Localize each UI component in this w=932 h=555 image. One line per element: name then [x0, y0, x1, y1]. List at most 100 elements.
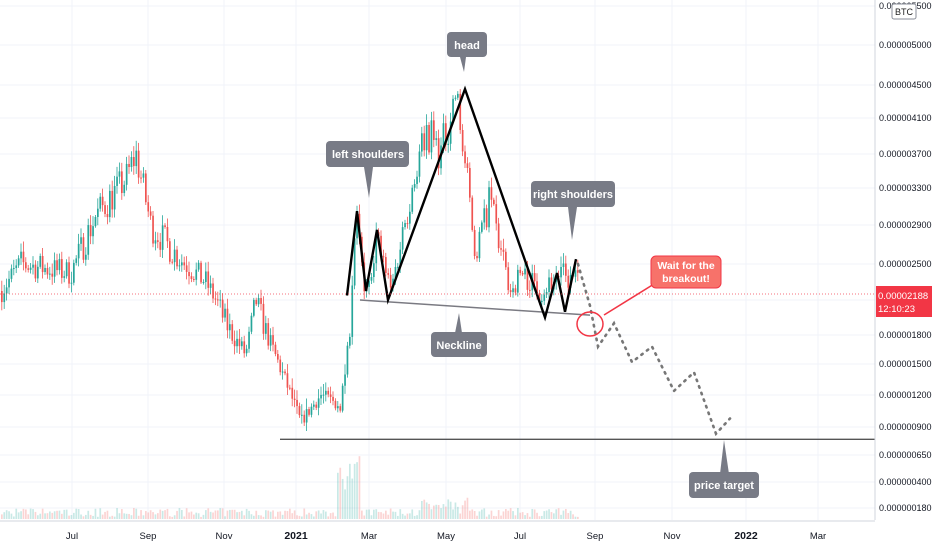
y-tick-label: 0.000001200	[879, 390, 932, 400]
volume-bar	[521, 512, 524, 519]
volume-bar	[370, 515, 373, 519]
volume-bar	[113, 516, 116, 519]
volume-bar	[538, 516, 541, 519]
volume-bar	[166, 508, 169, 519]
volume-bar	[334, 516, 337, 519]
candle-body	[25, 262, 27, 269]
volume-bar	[193, 514, 195, 519]
candle-body	[22, 251, 25, 263]
volume-bar	[272, 510, 274, 519]
volume-bar	[329, 513, 332, 519]
candle-body	[399, 249, 402, 267]
volume-bar	[29, 508, 32, 519]
volume-bar	[82, 516, 85, 519]
candle-body	[140, 177, 142, 179]
volume-bar	[130, 515, 133, 519]
volume-bar	[533, 509, 536, 519]
volume-bar	[248, 510, 250, 519]
volume-bar	[118, 513, 121, 519]
volume-bar	[430, 509, 433, 519]
candle-body	[173, 249, 176, 263]
candle-body	[543, 294, 546, 301]
volume-bar	[387, 514, 390, 519]
time-axis[interactable]: Jul Sep Nov 2021 Mar May Jul Sep Nov 2022 Mar	[0, 520, 932, 550]
candle-body	[176, 249, 178, 267]
candle-body	[298, 406, 301, 416]
candle-body	[27, 268, 30, 270]
volume-bar	[65, 509, 68, 519]
candle-body	[315, 404, 318, 408]
candle-body	[125, 163, 128, 185]
volume-bar	[125, 513, 128, 519]
currency-badge[interactable]: BTC	[891, 3, 917, 20]
candle-body	[260, 298, 262, 304]
candle-body	[20, 251, 22, 259]
candle-body	[82, 237, 85, 260]
volume-bar	[553, 513, 555, 519]
y-tick-label: 0.000003300	[879, 183, 932, 193]
volume-bar	[277, 511, 279, 519]
head-and-shoulders-pattern-line[interactable]	[345, 85, 578, 322]
candle-body	[73, 262, 75, 283]
volume-bar	[238, 511, 241, 519]
volume-bar	[301, 516, 303, 519]
candle-body	[317, 398, 320, 408]
candle-body	[217, 299, 219, 301]
volume-bar	[377, 511, 380, 519]
candle-body	[454, 97, 457, 99]
volume-bar	[325, 511, 327, 519]
candle-body	[226, 308, 229, 331]
volume-bar	[394, 511, 397, 519]
volume-bar	[317, 510, 320, 519]
x-tick-label: Nov	[664, 531, 681, 542]
candle-body	[495, 204, 498, 224]
candle-body	[293, 398, 296, 400]
right-shoulders-callout[interactable]: right shoulders	[531, 181, 615, 240]
candle-body	[483, 208, 486, 223]
neckline-line[interactable]	[359, 299, 591, 316]
volume-bar	[569, 510, 572, 519]
candle-body	[442, 123, 445, 146]
candle-body	[430, 120, 433, 153]
volume-bar	[217, 510, 219, 519]
candle-body	[185, 265, 188, 272]
volume-bar	[128, 513, 130, 519]
candle-body	[459, 93, 462, 130]
neckline-callout[interactable]: Neckline	[431, 313, 487, 357]
candle-body	[308, 409, 310, 415]
candle-body	[58, 259, 61, 271]
left-shoulders-callout[interactable]: left shoulders	[326, 141, 409, 198]
candle-body	[269, 335, 272, 346]
volume-bar	[284, 510, 286, 519]
volume-bar	[392, 511, 394, 519]
candle-body	[152, 215, 154, 244]
breakout-callout[interactable]: Wait for the breakout!	[650, 255, 722, 289]
volume-bar	[101, 514, 104, 519]
volume-bar	[58, 510, 61, 519]
volume-bar	[310, 514, 313, 519]
volume-bar	[34, 511, 37, 519]
volume-bar	[327, 516, 330, 519]
candle-body	[197, 262, 200, 270]
head-callout[interactable]: head	[447, 32, 487, 72]
volume-bar	[214, 510, 217, 519]
projection-path[interactable]	[576, 262, 732, 437]
price-axis[interactable]: 0.0000055000.0000050000.0000045000.00000…	[874, 0, 932, 520]
volume-bar	[478, 511, 481, 519]
breakout-circle[interactable]	[576, 311, 604, 337]
candle-body	[75, 258, 78, 263]
volume-bar	[183, 516, 186, 519]
volume-bar	[567, 513, 570, 519]
price-target-callout[interactable]: price target	[689, 440, 759, 498]
candle-body	[529, 289, 531, 291]
volume-bar	[440, 508, 442, 519]
candle-body	[533, 273, 536, 282]
candle-body	[291, 387, 294, 399]
y-tick-label: 0.000000180	[879, 503, 932, 513]
candle-body	[337, 406, 339, 409]
volume-bar	[267, 510, 270, 519]
y-tick-label: 0.000000400	[879, 477, 932, 487]
volume-bar	[181, 510, 183, 519]
candle-body	[346, 345, 349, 375]
